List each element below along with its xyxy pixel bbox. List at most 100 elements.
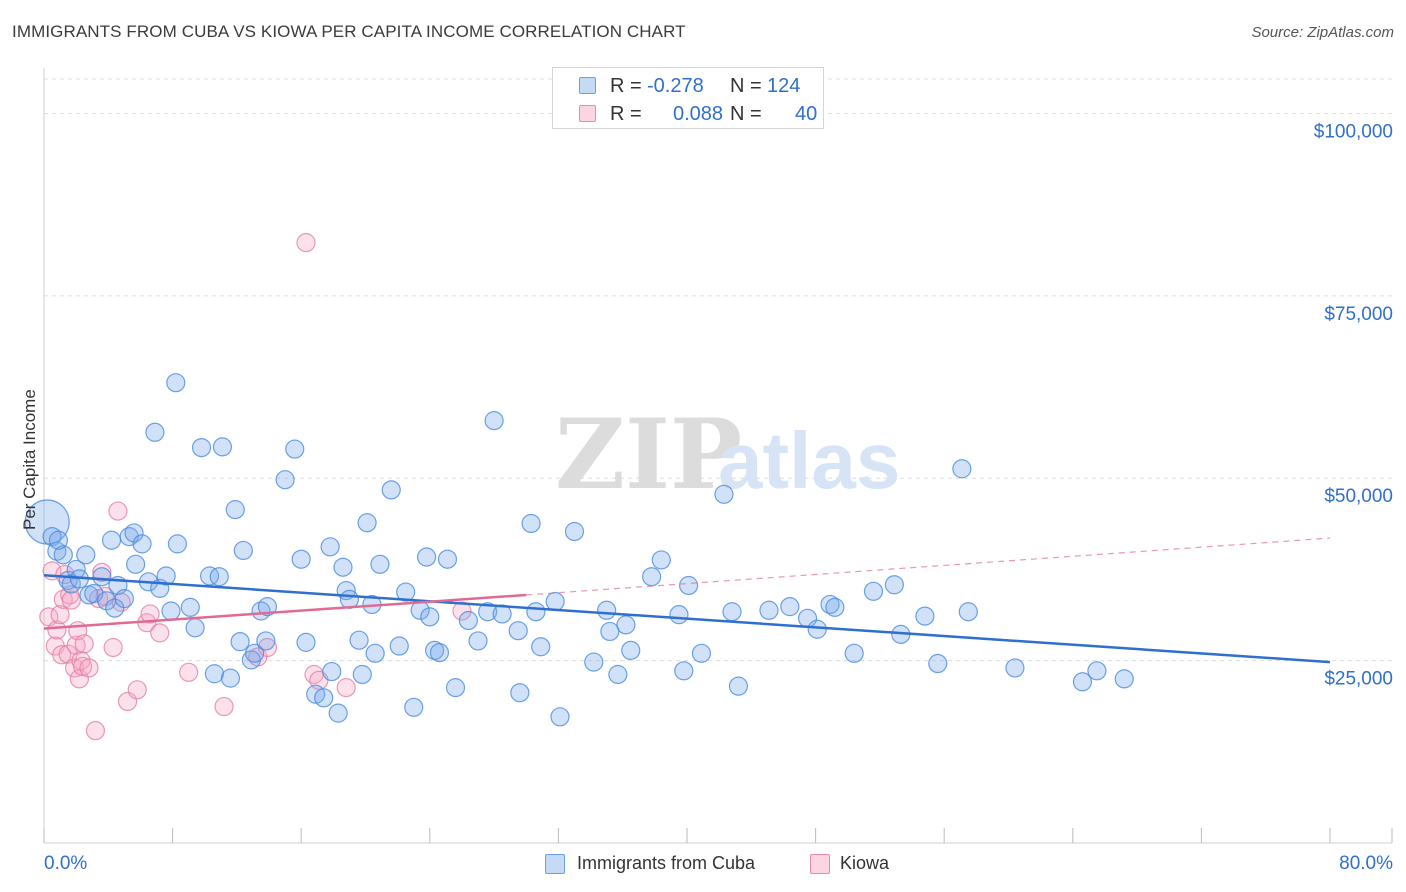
legend-swatch-cuba [545, 854, 565, 874]
legend-label-kiowa: Kiowa [840, 853, 890, 873]
data-point-cuba [545, 591, 565, 612]
y-tick-label: $25,000 [1324, 669, 1393, 690]
data-point-cuba [674, 661, 694, 681]
data-point-cuba [322, 661, 342, 682]
source-label: Source: ZipAtlas.com [1251, 24, 1394, 41]
data-point-cuba [92, 567, 112, 587]
data-point-cuba [296, 632, 316, 652]
data-point-kiowa [150, 623, 170, 643]
data-point-cuba [714, 484, 734, 504]
data-point-cuba [915, 606, 935, 626]
data-point-kiowa [50, 605, 70, 625]
data-point-cuba [445, 678, 466, 698]
data-point-cuba [416, 547, 437, 567]
data-point-cuba [952, 459, 972, 479]
data-point-cuba [352, 664, 372, 685]
data-point-cuba [191, 437, 212, 458]
data-point-cuba [48, 530, 69, 550]
stats-n-label: N = [730, 75, 762, 97]
data-point-cuba [333, 557, 353, 577]
data-point-cuba [220, 668, 241, 688]
legend-swatch-kiowa [810, 854, 830, 874]
data-point-cuba [651, 550, 671, 570]
data-point-cuba [275, 470, 295, 490]
trendline-kiowa [43, 593, 527, 630]
data-point-cuba [126, 554, 146, 574]
data-point-kiowa [61, 590, 81, 610]
data-point-cuba [328, 703, 348, 723]
data-point-cuba [145, 422, 165, 442]
data-point-cuba [233, 540, 253, 561]
data-point-kiowa [214, 696, 234, 717]
data-point-cuba [370, 554, 390, 574]
stats-r-label: R = [610, 103, 642, 125]
stats-r-value: 0.088 [673, 103, 724, 125]
data-point-cuba [478, 602, 498, 622]
data-point-cuba [53, 545, 73, 565]
data-point-cuba [180, 597, 200, 617]
data-point-kiowa [85, 721, 106, 741]
data-point-kiowa [140, 604, 160, 624]
stats-n-value: 124 [767, 75, 801, 97]
data-point-cuba [1072, 672, 1093, 692]
y-axis-title: Per Capita Income [20, 389, 39, 530]
data-point-cuba [669, 605, 689, 625]
x-tick-label-left: 0.0% [44, 853, 87, 874]
data-point-cuba [244, 643, 265, 663]
data-point-cuba [825, 597, 845, 617]
data-point-kiowa [79, 658, 99, 678]
watermark-atlas: atlas [718, 416, 900, 505]
data-point-cuba [468, 631, 488, 651]
data-point-cuba [484, 411, 504, 431]
data-point-cuba [728, 676, 749, 696]
data-point-cuba [521, 513, 541, 534]
data-point-cuba [1114, 669, 1134, 689]
data-point-cuba [526, 602, 546, 622]
data-point-cuba [230, 632, 250, 652]
data-point-kiowa [72, 656, 93, 677]
data-point-kiowa [179, 662, 199, 682]
data-point-cuba [101, 530, 122, 550]
data-point-cuba [199, 566, 220, 586]
data-point-cuba [166, 373, 186, 393]
y-tick-labels: $25,000 $50,000 $75,000 $100,000 [1314, 121, 1393, 689]
data-point-cuba [124, 523, 144, 543]
data-point-kiowa [108, 501, 128, 521]
data-point-kiowa [55, 564, 75, 585]
trendlines [43, 537, 1331, 664]
stats-n-label: N = [730, 103, 762, 125]
data-point-cuba [679, 575, 699, 596]
data-point-cuba [458, 610, 478, 631]
data-point-cuba [420, 607, 440, 627]
data-point-kiowa [452, 601, 472, 621]
data-point-kiowa [127, 680, 147, 700]
data-point-cuba [722, 602, 742, 622]
y-tick-label: $75,000 [1324, 304, 1393, 325]
data-point-cuba [642, 567, 662, 587]
x-tick-labels: 0.0% 80.0% [44, 853, 1393, 874]
data-point-cuba [492, 604, 512, 624]
data-point-cuba [357, 513, 377, 533]
y-tick-label: $50,000 [1324, 486, 1393, 507]
data-point-cuba [320, 537, 340, 557]
data-point-cuba [257, 597, 278, 617]
data-point-kiowa [336, 678, 356, 698]
data-point-cuba [1087, 661, 1107, 681]
data-point-cuba [600, 621, 620, 642]
stats-r-label: R = [610, 75, 642, 97]
data-point-cuba [76, 545, 96, 565]
data-point-cuba [928, 653, 948, 674]
data-point-cuba [209, 567, 229, 587]
data-point-cuba [884, 575, 904, 595]
stats-n-value: 40 [795, 103, 818, 125]
data-point-cuba [285, 439, 305, 459]
chart-title: IMMIGRANTS FROM CUBA VS KIOWA PER CAPITA… [12, 22, 686, 41]
data-point-cuba [510, 683, 530, 703]
data-point-cuba [132, 534, 152, 554]
stats-swatch-cuba [579, 77, 596, 94]
data-point-cuba [550, 707, 570, 727]
data-point-cuba [608, 664, 628, 685]
data-point-cuba [225, 500, 245, 520]
data-point-cuba [844, 643, 864, 663]
